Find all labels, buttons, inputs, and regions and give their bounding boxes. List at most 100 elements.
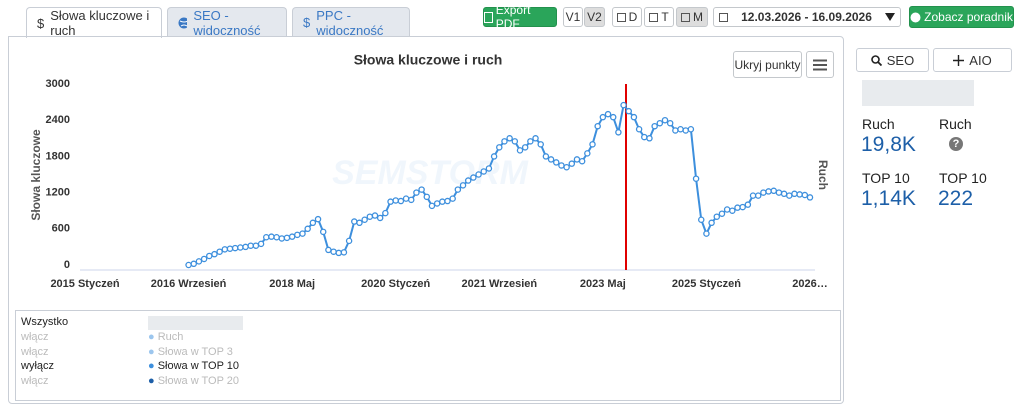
y2-axis-title: Ruch [816, 160, 830, 190]
info-icon [910, 12, 921, 22]
globe-icon [178, 17, 188, 28]
data-point [470, 174, 477, 181]
period-button[interactable]: T [644, 7, 674, 27]
data-point [760, 189, 767, 196]
data-point [464, 177, 472, 184]
data-point [609, 113, 617, 121]
legend-label: Ruch [157, 331, 184, 343]
data-point [185, 261, 192, 269]
data-point [366, 213, 374, 220]
version-button[interactable]: V1 [563, 7, 583, 27]
data-point [806, 194, 814, 201]
data-point [459, 182, 467, 189]
menu-icon [813, 59, 827, 70]
data-point [485, 165, 493, 172]
x-tick-label: 2026… [792, 278, 827, 290]
metric-label: TOP 10 [939, 170, 987, 186]
legend-item[interactable]: ● Słowa w TOP 20 [148, 375, 240, 387]
data-point [744, 201, 752, 208]
legend-item[interactable]: ● Słowa w TOP 3 [148, 346, 233, 358]
data-point [687, 126, 695, 133]
legend-all[interactable]: Wszystko [21, 316, 69, 328]
x-tick-label: 2016 Wrzesień [151, 278, 227, 290]
x-tick-label: 2018 Maj [269, 278, 315, 290]
data-point [268, 233, 275, 240]
data-point [791, 190, 798, 198]
data-point [428, 202, 436, 210]
data-point [594, 122, 601, 130]
data-point [615, 129, 622, 136]
aio-button[interactable]: AIO [933, 48, 1012, 72]
calendar-icon [719, 13, 728, 22]
legend-item[interactable]: ● Słowa w TOP 10 [148, 360, 240, 372]
blurred-legend-item [148, 316, 243, 330]
period-button[interactable]: D [612, 7, 642, 27]
metric-value: 19,8K [861, 133, 916, 156]
data-point [330, 248, 337, 255]
metric-value: 222 [938, 187, 974, 210]
data-point [490, 153, 498, 160]
data-point [257, 240, 265, 248]
date-range-picker[interactable]: 12.03.2026 - 16.09.2026 [713, 7, 901, 27]
data-point [729, 207, 736, 214]
data-point [371, 212, 379, 219]
legend-toggle[interactable]: włącz [21, 346, 49, 358]
data-point [356, 219, 363, 227]
data-point [666, 119, 674, 127]
x-tick-label: 2020 Styczeń [361, 278, 430, 290]
period-button[interactable]: M [676, 7, 708, 27]
data-point [242, 243, 249, 251]
tab[interactable]: $ Słowa kluczowe i ruch [26, 7, 162, 38]
data-point [780, 190, 788, 198]
data-point [345, 237, 353, 245]
data-point [796, 191, 803, 198]
menu-button[interactable] [806, 51, 834, 78]
data-point [340, 249, 348, 256]
calendar-icon [649, 13, 659, 22]
data-point [672, 127, 679, 134]
data-point [646, 135, 653, 142]
y-tick-label: 3000 [46, 78, 70, 90]
help-icon[interactable]: ? [949, 137, 963, 151]
data-point [734, 204, 741, 211]
tab-label: SEO - widoczność [193, 7, 261, 38]
version-button[interactable]: V2 [584, 7, 605, 27]
data-point [439, 198, 446, 205]
tab[interactable]: $ PPC - widoczność [292, 7, 410, 38]
metric-label: Ruch [939, 116, 972, 132]
export-button[interactable]: Export PDF [483, 3, 557, 31]
data-point [211, 250, 218, 258]
x-tick-label: 2023 Maj [580, 278, 626, 290]
data-point [433, 200, 441, 207]
pdf-icon [484, 11, 493, 23]
legend-toggle[interactable]: wyłącz [21, 360, 55, 372]
hide-points-button[interactable]: Ukryj punkty [733, 51, 802, 78]
data-point [573, 156, 581, 163]
data-point [237, 244, 244, 251]
data-point [190, 260, 197, 268]
data-point [516, 147, 524, 154]
guide-button[interactable]: Zobacz poradnik [909, 6, 1014, 28]
search-icon [870, 54, 882, 66]
data-point [200, 255, 208, 263]
data-point [288, 233, 296, 240]
seo-button[interactable]: SEO [856, 48, 929, 72]
data-point [299, 230, 306, 237]
data-point [413, 189, 420, 196]
legend-toggle[interactable]: włącz [21, 375, 49, 387]
data-point [423, 193, 431, 201]
data-point [656, 119, 664, 127]
data-point [786, 192, 793, 199]
legend-label: Słowa w TOP 20 [157, 375, 240, 387]
tab[interactable]: SEO - widoczność [167, 7, 287, 38]
legend-item[interactable]: ● Ruch [148, 331, 184, 343]
blurred-domain [862, 80, 974, 106]
data-point [283, 234, 291, 242]
data-point [262, 233, 270, 241]
data-point [496, 144, 503, 151]
data-point [801, 191, 809, 199]
data-point [309, 219, 317, 227]
button-label: Zobacz poradnik [924, 10, 1013, 24]
button-label: V1 [565, 10, 581, 24]
legend-toggle[interactable]: włącz [21, 331, 49, 343]
